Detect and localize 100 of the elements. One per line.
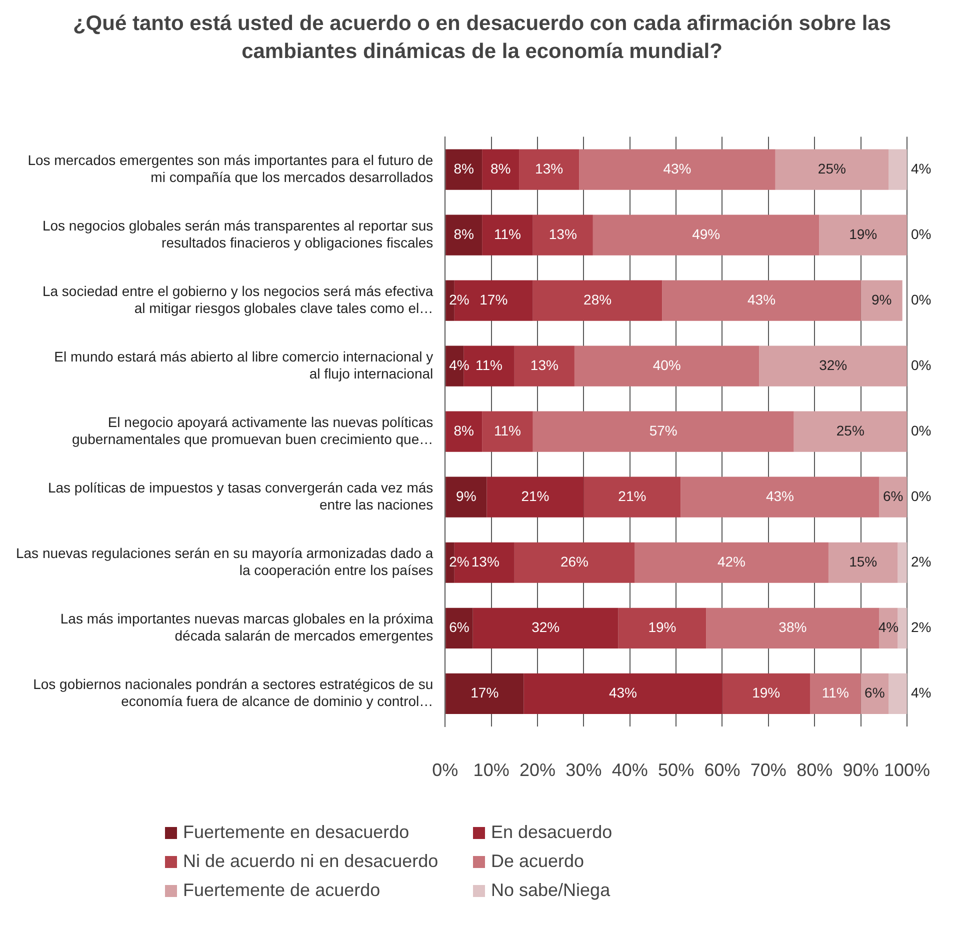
data-label: 13% (530, 356, 558, 373)
data-label: 6% (883, 488, 904, 504)
legend-label: No sabe/Niega (491, 880, 610, 901)
bar (662, 280, 861, 321)
bar (446, 149, 482, 190)
bar (584, 476, 681, 518)
bar (898, 608, 907, 648)
bar (472, 608, 618, 648)
data-label: 57% (649, 422, 678, 438)
bar (532, 214, 593, 256)
bar (775, 149, 889, 190)
bar (574, 346, 760, 386)
data-label: 0% (910, 488, 932, 504)
data-label: 19% (752, 684, 780, 701)
bar (532, 280, 662, 321)
bar (618, 608, 706, 648)
y-tick-label: Las políticas de impuestos y tasas convergerán cada vez más entre las naciones (48, 480, 434, 512)
data-label: 13% (535, 160, 564, 176)
x-tick-label: 30% (566, 760, 602, 780)
bar (532, 411, 794, 452)
data-label: 2% (449, 553, 470, 570)
x-tick-label: 0% (432, 760, 458, 780)
bar (828, 542, 898, 583)
data-label: 11% (822, 684, 849, 701)
data-label: 8% (490, 160, 511, 176)
data-label: 6% (449, 618, 470, 635)
data-label: 13% (548, 226, 577, 242)
data-label: 11% (494, 422, 521, 438)
data-label: 38% (778, 618, 807, 635)
bar (446, 214, 482, 256)
data-label: 49% (692, 226, 720, 242)
bar (810, 673, 861, 714)
x-tick-label: 40% (612, 760, 648, 780)
bar (860, 673, 889, 714)
data-label: 43% (747, 291, 776, 308)
data-label: 0% (910, 291, 932, 308)
bar (446, 673, 524, 714)
bar (486, 476, 584, 518)
chart-title: ¿Qué tanto está usted de acuerdo o en desacuerdo con cada afirmación sobre las cambiantes dinámicas de la economía mundial? (72, 11, 892, 65)
bar (794, 411, 907, 452)
x-tick-label: 20% (519, 760, 556, 780)
data-label: 4% (910, 160, 932, 176)
y-tick-label: Los mercados emergentes son más importantes para el futuro de mi compañía que los mercados desarrollados (28, 152, 434, 185)
bar (819, 214, 907, 256)
bar (759, 346, 907, 386)
bar (446, 608, 473, 648)
data-label: 19% (849, 226, 878, 242)
data-label: 32% (819, 356, 848, 373)
data-label: 26% (560, 553, 588, 570)
x-tick-label: 60% (704, 760, 740, 780)
data-label: 9% (871, 291, 892, 308)
data-label: 4% (878, 618, 899, 635)
data-label: 6% (864, 684, 885, 701)
data-label: 4% (910, 684, 932, 701)
data-label: 25% (836, 422, 864, 438)
bar (634, 542, 828, 583)
y-tick-label: Las nuevas regulaciones serán en su mayoría armonizadas dado a la cooperación entre los países (16, 545, 434, 578)
bar (446, 411, 482, 452)
y-tick-label: La sociedad entre el gobierno y los negocios será más efectiva al mitigar riesgos globales clave tales como el… (42, 283, 434, 316)
bar (898, 542, 907, 583)
data-label: 17% (470, 684, 499, 701)
bar (514, 542, 634, 583)
bar (482, 411, 533, 452)
bar (706, 608, 880, 648)
data-label: 8% (454, 160, 474, 176)
bar (888, 673, 907, 714)
bar (722, 673, 810, 714)
data-label: 9% (456, 488, 476, 504)
bar (860, 280, 902, 321)
bar (519, 149, 580, 190)
bar (514, 346, 574, 386)
data-label: 15% (849, 553, 878, 570)
data-label: 2% (910, 553, 932, 570)
data-label: 19% (648, 618, 676, 635)
data-label: 28% (584, 291, 612, 308)
y-tick-label: El negocio apoyará activamente las nuevas políticas gubernamentales que promuevan buen crecimiento que… (72, 414, 434, 447)
x-tick-label: 10% (473, 760, 510, 780)
bar (592, 214, 820, 256)
data-label: 43% (766, 488, 794, 504)
data-label: 25% (818, 160, 846, 176)
data-label: 32% (532, 618, 560, 635)
data-label: 11% (476, 356, 503, 373)
x-tick-label: 50% (658, 760, 694, 780)
data-label: 8% (454, 226, 474, 242)
bar (680, 476, 880, 518)
bar (579, 149, 776, 190)
data-label: 11% (494, 226, 521, 242)
data-label: 0% (910, 422, 932, 438)
data-label: 4% (449, 356, 470, 373)
data-label: 8% (454, 422, 474, 438)
data-label: 43% (663, 160, 692, 176)
y-tick-label: El mundo estará más abierto al libre comercio internacional y al flujo internacional (54, 348, 434, 382)
x-tick-label: 70% (750, 760, 786, 780)
data-label: 0% (910, 226, 932, 242)
data-label: 0% (910, 356, 932, 373)
bar (482, 149, 520, 190)
legend-label: De acuerdo (491, 851, 584, 872)
x-tick-label: 100% (884, 760, 930, 780)
data-label: 2% (910, 618, 932, 635)
x-tick-label: 80% (796, 760, 833, 780)
